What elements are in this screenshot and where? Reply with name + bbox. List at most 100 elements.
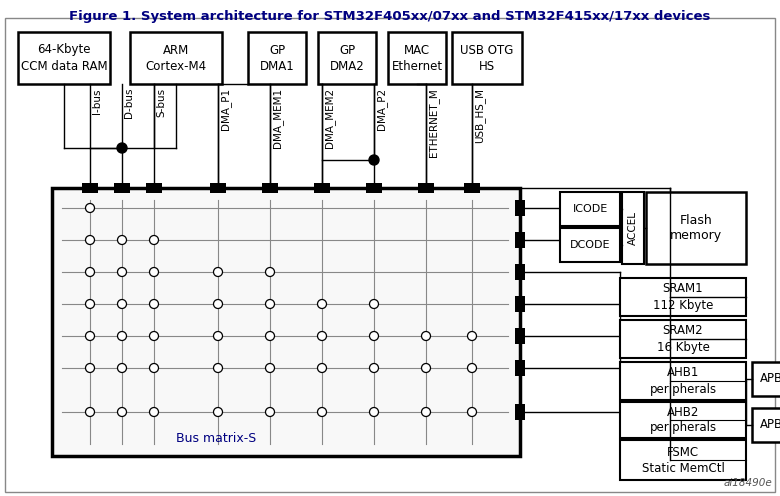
Bar bbox=[82, 183, 98, 193]
Circle shape bbox=[421, 331, 431, 340]
Text: S-bus: S-bus bbox=[156, 88, 166, 117]
Circle shape bbox=[214, 300, 222, 309]
Text: I-bus: I-bus bbox=[92, 88, 102, 114]
Bar bbox=[515, 328, 525, 344]
Text: ACCEL: ACCEL bbox=[628, 211, 638, 245]
Bar bbox=[314, 183, 330, 193]
Bar bbox=[752, 362, 780, 396]
Circle shape bbox=[86, 408, 94, 417]
Circle shape bbox=[265, 364, 275, 372]
Text: APB2: APB2 bbox=[760, 419, 780, 432]
Text: D-bus: D-bus bbox=[124, 88, 134, 119]
Circle shape bbox=[317, 331, 327, 340]
Text: DMA_MEM1: DMA_MEM1 bbox=[272, 88, 283, 148]
Bar bbox=[515, 404, 525, 420]
Bar bbox=[210, 183, 226, 193]
Circle shape bbox=[150, 236, 158, 245]
Text: USB OTG
HS: USB OTG HS bbox=[460, 44, 514, 72]
Bar bbox=[262, 183, 278, 193]
Text: ETHERNET_M: ETHERNET_M bbox=[428, 88, 439, 157]
Bar bbox=[464, 183, 480, 193]
Bar bbox=[515, 232, 525, 248]
Bar bbox=[620, 402, 746, 438]
Bar bbox=[452, 32, 522, 84]
Text: 64-Kbyte
CCM data RAM: 64-Kbyte CCM data RAM bbox=[21, 44, 108, 72]
Text: AHB2
peripherals: AHB2 peripherals bbox=[650, 406, 717, 434]
Circle shape bbox=[118, 364, 126, 372]
Text: DMA_MEM2: DMA_MEM2 bbox=[324, 88, 335, 148]
Text: SRAM2
16 Kbyte: SRAM2 16 Kbyte bbox=[657, 324, 710, 354]
Bar bbox=[620, 278, 746, 316]
Bar bbox=[114, 183, 130, 193]
Circle shape bbox=[150, 267, 158, 276]
Bar bbox=[515, 296, 525, 312]
Text: DMA_P1: DMA_P1 bbox=[220, 88, 231, 130]
Circle shape bbox=[150, 364, 158, 372]
Text: SRAM1
112 Kbyte: SRAM1 112 Kbyte bbox=[653, 283, 713, 311]
Text: USB_HS_M: USB_HS_M bbox=[474, 88, 485, 143]
Bar bbox=[52, 188, 520, 456]
Circle shape bbox=[467, 408, 477, 417]
Circle shape bbox=[117, 143, 127, 153]
Bar bbox=[515, 264, 525, 280]
Bar bbox=[515, 360, 525, 376]
Bar bbox=[418, 183, 434, 193]
Bar bbox=[366, 183, 382, 193]
Circle shape bbox=[86, 267, 94, 276]
Circle shape bbox=[214, 364, 222, 372]
Circle shape bbox=[317, 300, 327, 309]
Bar bbox=[752, 408, 780, 442]
Text: AHB1
peripherals: AHB1 peripherals bbox=[650, 367, 717, 395]
Circle shape bbox=[86, 331, 94, 340]
Circle shape bbox=[118, 267, 126, 276]
Circle shape bbox=[265, 300, 275, 309]
Circle shape bbox=[86, 203, 94, 212]
Bar bbox=[18, 32, 110, 84]
Circle shape bbox=[369, 155, 379, 165]
Text: FSMC
Static MemCtl: FSMC Static MemCtl bbox=[642, 445, 725, 475]
Bar bbox=[646, 192, 746, 264]
Bar bbox=[146, 183, 162, 193]
Circle shape bbox=[265, 408, 275, 417]
Circle shape bbox=[421, 408, 431, 417]
Circle shape bbox=[370, 331, 378, 340]
Text: ARM
Cortex-M4: ARM Cortex-M4 bbox=[145, 44, 207, 72]
Circle shape bbox=[86, 364, 94, 372]
Circle shape bbox=[118, 300, 126, 309]
Text: APB1: APB1 bbox=[760, 372, 780, 385]
Bar bbox=[560, 192, 620, 226]
Circle shape bbox=[370, 364, 378, 372]
Text: DMA_P2: DMA_P2 bbox=[376, 88, 387, 130]
Text: Flash
memory: Flash memory bbox=[670, 213, 722, 243]
Text: ICODE: ICODE bbox=[573, 204, 608, 214]
Text: ai18490e: ai18490e bbox=[723, 478, 772, 488]
Circle shape bbox=[317, 364, 327, 372]
Circle shape bbox=[317, 408, 327, 417]
Circle shape bbox=[86, 236, 94, 245]
Bar bbox=[318, 32, 376, 84]
Circle shape bbox=[150, 300, 158, 309]
Bar bbox=[620, 362, 746, 400]
Bar bbox=[560, 228, 620, 262]
Circle shape bbox=[265, 331, 275, 340]
Circle shape bbox=[118, 408, 126, 417]
Text: GP
DMA2: GP DMA2 bbox=[330, 44, 364, 72]
Circle shape bbox=[214, 408, 222, 417]
Circle shape bbox=[150, 331, 158, 340]
Bar bbox=[515, 200, 525, 216]
Circle shape bbox=[150, 408, 158, 417]
Text: GP
DMA1: GP DMA1 bbox=[260, 44, 294, 72]
Circle shape bbox=[118, 236, 126, 245]
Bar bbox=[620, 320, 746, 358]
Circle shape bbox=[370, 408, 378, 417]
Circle shape bbox=[467, 331, 477, 340]
Circle shape bbox=[214, 331, 222, 340]
Circle shape bbox=[370, 300, 378, 309]
Bar bbox=[388, 32, 446, 84]
Text: DCODE: DCODE bbox=[569, 240, 610, 250]
Bar bbox=[620, 440, 746, 480]
Circle shape bbox=[421, 364, 431, 372]
Bar bbox=[622, 192, 644, 264]
Text: Bus matrix-S: Bus matrix-S bbox=[176, 432, 256, 444]
Text: MAC
Ethernet: MAC Ethernet bbox=[392, 44, 442, 72]
